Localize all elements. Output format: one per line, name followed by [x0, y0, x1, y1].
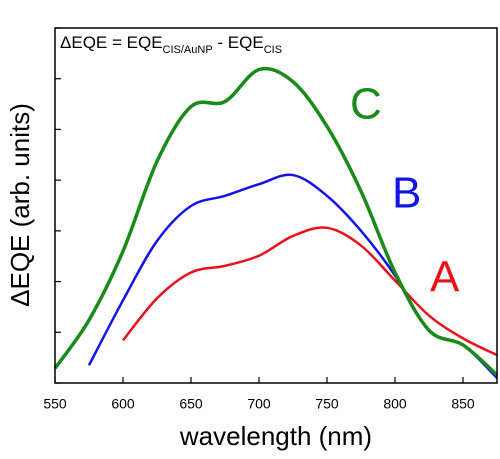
- plot-frame: [54, 27, 498, 384]
- x-tick-label: 800: [383, 396, 407, 412]
- x-tick-label: 850: [451, 396, 475, 412]
- x-tick-label: 600: [111, 396, 135, 412]
- y-axis-label: ΔEQE (arb. units): [5, 103, 35, 307]
- title-subscript: CIS/AuNP: [163, 44, 213, 56]
- x-tick-label: 550: [43, 396, 67, 412]
- x-tick-label: 700: [247, 396, 271, 412]
- series-line: [122, 226, 498, 357]
- series-label: C: [350, 80, 382, 129]
- x-tick-label: 750: [315, 396, 339, 412]
- series-label: A: [430, 253, 460, 302]
- title-subscript: CIS: [264, 44, 282, 56]
- title-part: ΔEQE = EQE: [60, 33, 163, 52]
- chart-title: ΔEQE = EQECIS/AuNP - EQECIS: [60, 33, 282, 55]
- series-line: [53, 67, 499, 377]
- title-part: - EQE: [213, 33, 264, 52]
- x-axis-label: wavelength (nm): [179, 421, 372, 451]
- x-tick-label: 650: [179, 396, 203, 412]
- series-label: B: [392, 169, 421, 218]
